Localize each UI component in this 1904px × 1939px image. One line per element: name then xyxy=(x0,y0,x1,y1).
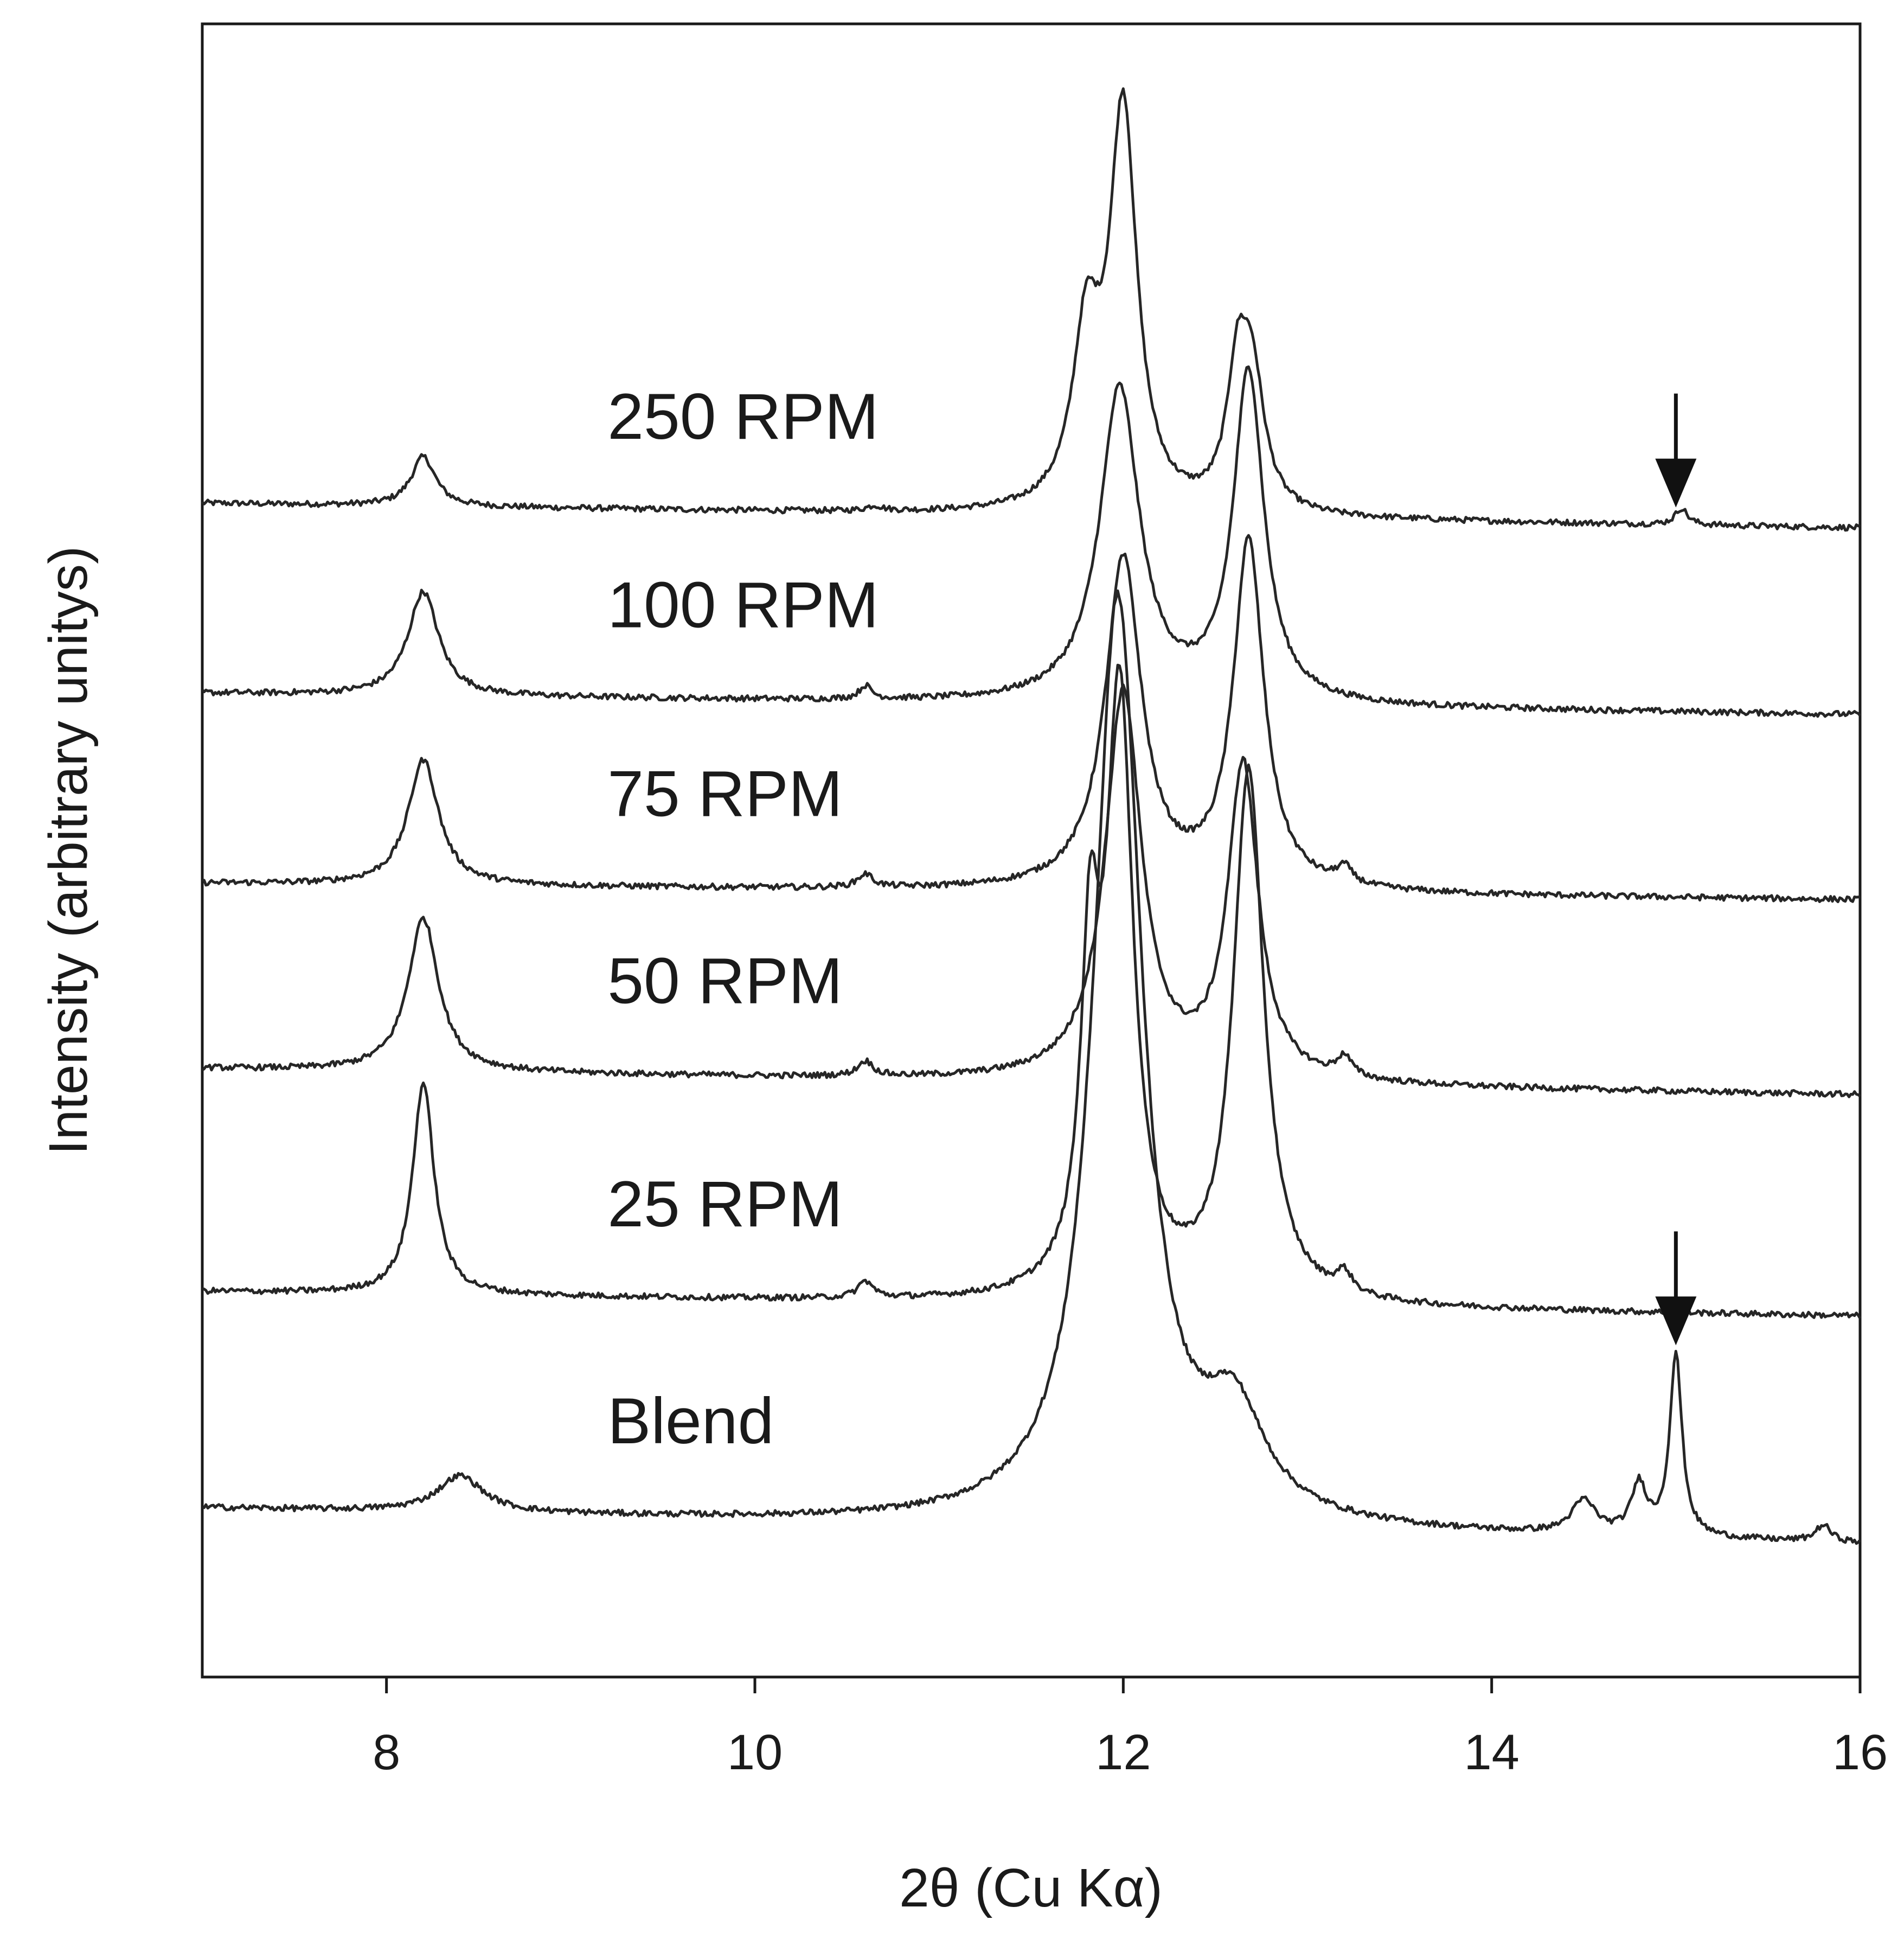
series-label-25-rpm: 25 RPM xyxy=(607,1168,842,1240)
trace-250-rpm xyxy=(201,87,1861,532)
arrow-head-250-rpm xyxy=(1655,458,1697,508)
series-label-50-rpm: 50 RPM xyxy=(607,945,842,1018)
x-ticks-group: 8 10 12 14 16 xyxy=(373,1677,1888,1780)
x-tick-label-12: 12 xyxy=(1095,1725,1151,1780)
series-labels-group: 250 RPM 100 RPM 75 RPM 50 RPM 25 RPM Blend xyxy=(607,380,879,1457)
series-label-100-rpm: 100 RPM xyxy=(607,568,879,641)
x-tick-label-8: 8 xyxy=(373,1725,400,1780)
x-axis-label: 2θ (Cu Kα) xyxy=(899,1858,1163,1918)
x-tick-label-14: 14 xyxy=(1464,1725,1519,1780)
trace-75-rpm xyxy=(202,534,1861,904)
x-tick-label-16: 16 xyxy=(1832,1725,1888,1780)
series-label-250-rpm: 250 RPM xyxy=(607,380,879,453)
trace-25-rpm xyxy=(202,663,1862,1319)
arrow-head-blend xyxy=(1655,1296,1697,1346)
series-label-75-rpm: 75 RPM xyxy=(607,757,842,830)
plot-frame xyxy=(201,22,1862,1679)
trace-100-rpm xyxy=(201,365,1861,718)
trace-blend xyxy=(202,589,1861,1545)
trace-50-rpm xyxy=(201,683,1861,1098)
arrows-group xyxy=(1655,393,1697,1346)
x-tick-label-10: 10 xyxy=(727,1725,783,1780)
y-axis-label: Intensity (arbitrary unitys) xyxy=(38,546,99,1155)
series-label-blend: Blend xyxy=(607,1385,774,1457)
traces-group xyxy=(201,87,1862,1545)
